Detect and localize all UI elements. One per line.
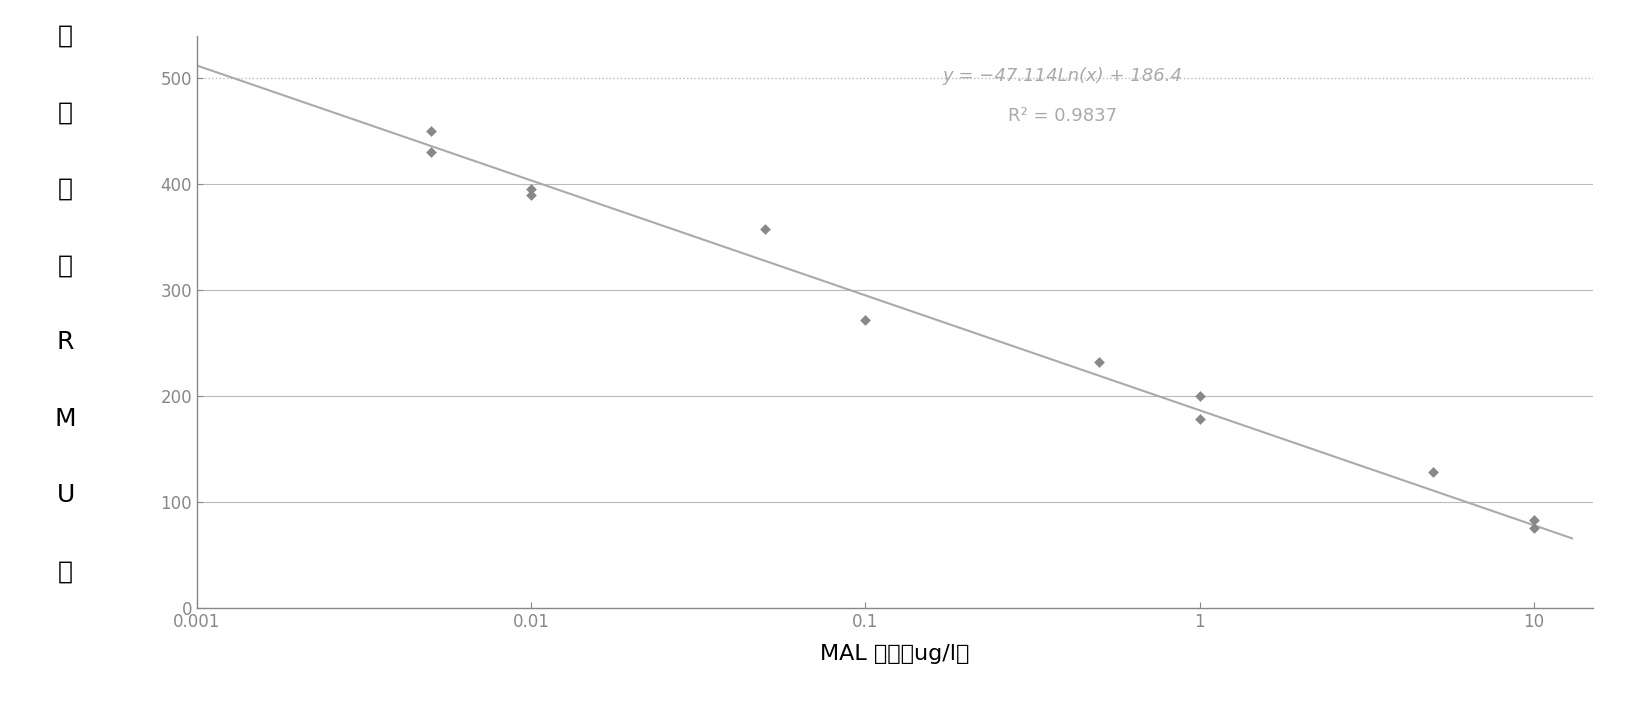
Point	[1187, 390, 1213, 402]
Point	[1520, 514, 1547, 526]
Text: 测: 测	[57, 100, 74, 124]
Text: y = −47.114Ln(x) + 186.4: y = −47.114Ln(x) + 186.4	[943, 66, 1182, 85]
Text: 値: 値	[57, 177, 74, 201]
Text: M: M	[54, 407, 77, 430]
Point	[519, 189, 545, 200]
Point	[417, 147, 443, 158]
X-axis label: MAL 浓度（ug/l）: MAL 浓度（ug/l）	[821, 644, 969, 664]
Text: U: U	[56, 483, 76, 508]
Text: R: R	[57, 330, 74, 354]
Point	[519, 184, 545, 195]
Point	[417, 125, 443, 137]
Text: R² = 0.9837: R² = 0.9837	[1008, 107, 1117, 125]
Point	[1420, 466, 1447, 478]
Text: 检: 检	[57, 24, 74, 48]
Point	[852, 314, 878, 325]
Text: （: （	[57, 254, 74, 277]
Point	[752, 223, 778, 235]
Point	[1187, 413, 1213, 425]
Point	[1520, 523, 1547, 534]
Point	[1085, 356, 1112, 368]
Text: ）: ）	[57, 560, 74, 584]
